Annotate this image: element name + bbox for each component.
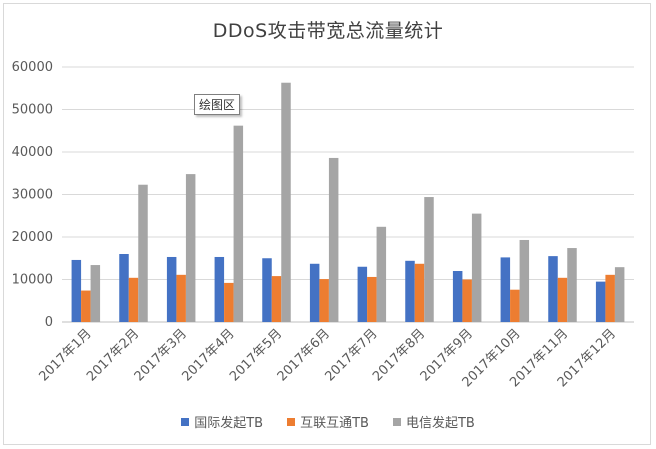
bar-2-6 xyxy=(319,279,329,322)
bar-3-11 xyxy=(567,248,577,322)
y-tick-label: 30000 xyxy=(12,188,53,203)
bar-3-8 xyxy=(424,197,434,322)
bar-2-9 xyxy=(462,279,472,322)
bar-1-7 xyxy=(357,266,368,322)
legend-item: 国际发起TB xyxy=(181,412,263,431)
bar-1-4 xyxy=(214,256,225,322)
bar-2-3 xyxy=(176,274,186,322)
bar-2-10 xyxy=(510,289,520,322)
bar-2-5 xyxy=(271,276,282,322)
bar-2-7 xyxy=(367,276,377,322)
bar-3-12 xyxy=(614,267,625,322)
bar-2-1 xyxy=(81,290,91,322)
y-tick-label: 60000 xyxy=(12,60,53,75)
bar-3-1 xyxy=(90,265,101,322)
bar-1-10 xyxy=(500,257,511,322)
bars xyxy=(71,82,625,323)
bar-1-3 xyxy=(166,256,177,322)
legend-item: 互联互通TB xyxy=(287,412,369,431)
legend: 国际发起TB 互联互通TB 电信发起TB xyxy=(0,412,656,431)
chart-area xyxy=(3,3,651,445)
bar-3-7 xyxy=(376,226,387,322)
bar-1-8 xyxy=(405,260,415,322)
bar-3-6 xyxy=(328,157,339,322)
legend-label: 国际发起TB xyxy=(194,416,264,431)
y-axis: 0 10000 20000 30000 40000 50000 60000 xyxy=(12,60,53,330)
bar-3-5 xyxy=(281,82,291,322)
legend-label: 互联互通TB xyxy=(300,416,369,431)
bar-1-2 xyxy=(119,254,129,322)
bar-2-8 xyxy=(414,263,425,322)
y-tick-label: 50000 xyxy=(12,103,53,118)
y-tick-label: 10000 xyxy=(12,273,53,288)
x-axis: 2017年1月2017年2月2017年3月2017年4月2017年5月2017年… xyxy=(36,326,619,390)
y-tick-label: 0 xyxy=(45,315,53,330)
bar-3-2 xyxy=(138,184,148,322)
chart-title: DDoS攻击带宽总流量统计 xyxy=(212,20,444,42)
legend-item: 电信发起TB xyxy=(392,412,475,431)
plot-area-tooltip: 绘图区 xyxy=(194,94,241,115)
bar-2-11 xyxy=(557,277,568,322)
bar-1-12 xyxy=(595,281,606,322)
bar-1-9 xyxy=(452,271,463,322)
gridlines xyxy=(62,66,634,323)
bar-1-5 xyxy=(262,258,272,322)
legend-swatch xyxy=(392,417,401,426)
bar-3-4 xyxy=(233,125,244,323)
bar-2-4 xyxy=(224,282,234,322)
bar-1-1 xyxy=(71,259,82,322)
bar-3-10 xyxy=(519,239,530,322)
bar-3-9 xyxy=(471,213,482,322)
bar-1-6 xyxy=(309,263,320,322)
y-tick-label: 20000 xyxy=(12,230,53,245)
bar-3-3 xyxy=(185,174,196,322)
y-tick-label: 40000 xyxy=(12,145,53,160)
bar-2-12 xyxy=(605,274,615,322)
legend-swatch xyxy=(287,417,296,426)
bar-2-2 xyxy=(128,277,139,322)
bar-1-11 xyxy=(548,256,558,322)
legend-label: 电信发起TB xyxy=(405,416,475,431)
legend-swatch xyxy=(181,417,190,426)
